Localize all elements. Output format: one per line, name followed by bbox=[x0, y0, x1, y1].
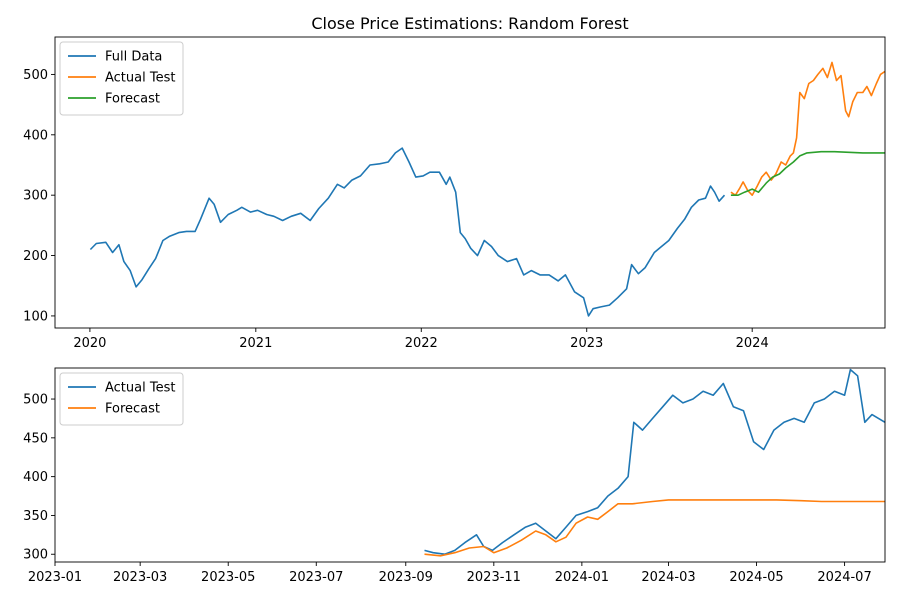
legend-label: Actual Test bbox=[105, 71, 175, 86]
x-tick-label: 2022 bbox=[405, 336, 438, 351]
x-tick-label: 2024-05 bbox=[729, 570, 783, 585]
y-tick-label: 300 bbox=[23, 548, 48, 563]
legend-box bbox=[59, 41, 184, 116]
x-tick-label: 2023-09 bbox=[379, 570, 433, 585]
chart-title: Close Price Estimations: Random Forest bbox=[311, 14, 628, 33]
series-line-forecast bbox=[730, 150, 885, 196]
legend-box bbox=[59, 372, 184, 426]
x-tick-label: 2024-01 bbox=[555, 570, 609, 585]
x-tick-label: 2023 bbox=[570, 336, 603, 351]
axes-frame bbox=[54, 36, 886, 329]
chart-1: 2023-01 2023-03 2023-05 2023-07 2023-09 2023-… bbox=[23, 367, 886, 585]
y-tick-label: 350 bbox=[23, 509, 48, 524]
x-tick-label: 2023-03 bbox=[113, 570, 167, 585]
y-tick-label: 400 bbox=[23, 470, 48, 485]
axes-frame bbox=[54, 367, 886, 563]
x-tick-label: 2023-01 bbox=[28, 570, 82, 585]
y-tick-label: 450 bbox=[23, 431, 48, 446]
y-tick-label: 200 bbox=[23, 249, 48, 264]
legend-label: Actual Test bbox=[105, 381, 175, 396]
x-tick-label: 2020 bbox=[73, 336, 106, 351]
series-line-forecast bbox=[424, 499, 885, 557]
x-tick-label: 2023-05 bbox=[201, 570, 255, 585]
series-line-actual-test bbox=[730, 61, 885, 196]
x-tick-label: 2023-07 bbox=[289, 570, 343, 585]
legend-label: Forecast bbox=[105, 92, 160, 107]
x-tick-label: 2024-07 bbox=[817, 570, 871, 585]
chart-0: Close Price Estimations: Random Forest 20… bbox=[23, 14, 886, 351]
legend-label: Full Data bbox=[105, 50, 162, 65]
x-tick-label: 2024-03 bbox=[641, 570, 695, 585]
x-tick-label: 2024 bbox=[736, 336, 769, 351]
x-tick-label: 2023-11 bbox=[467, 570, 521, 585]
y-tick-label: 100 bbox=[23, 309, 48, 324]
y-tick-label: 400 bbox=[23, 128, 48, 143]
y-tick-label: 500 bbox=[23, 393, 48, 408]
series-line-full-data bbox=[89, 147, 726, 317]
legend-label: Forecast bbox=[105, 402, 160, 417]
x-tick-label: 2021 bbox=[239, 336, 272, 351]
y-tick-label: 500 bbox=[23, 68, 48, 83]
y-tick-label: 300 bbox=[23, 189, 48, 204]
series-line-actual-test bbox=[424, 368, 885, 555]
